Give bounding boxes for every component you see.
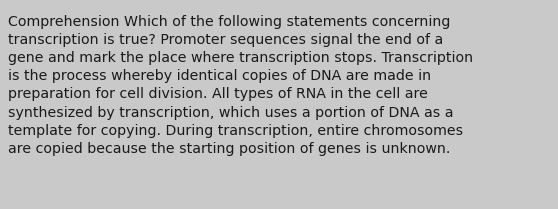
- Text: Comprehension Which of the following statements concerning
transcription is true: Comprehension Which of the following sta…: [8, 15, 474, 156]
